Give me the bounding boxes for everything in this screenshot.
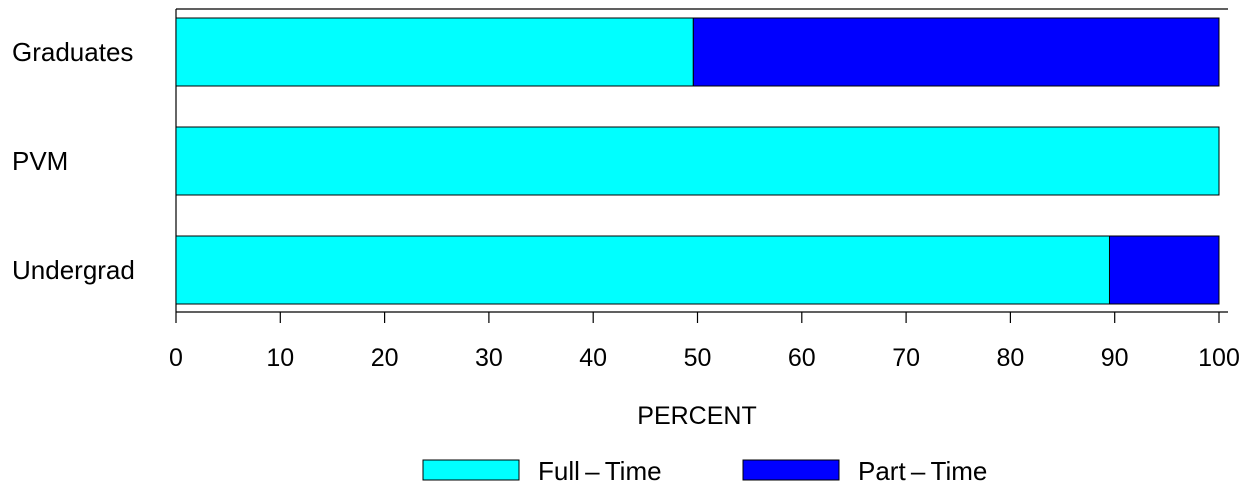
x-tick-label: 40 bbox=[579, 344, 607, 372]
x-tick-label: 30 bbox=[475, 344, 503, 372]
x-tick-label: 20 bbox=[371, 344, 399, 372]
legend-swatch bbox=[742, 459, 840, 481]
bar-graduates-series-2 bbox=[692, 17, 1220, 87]
x-axis-title: PERCENT bbox=[637, 402, 756, 430]
legend-label: Full – Time bbox=[538, 456, 662, 486]
bar-graduates-series-1 bbox=[175, 17, 694, 87]
category-label: Undergrad bbox=[12, 255, 135, 285]
x-tick-label: 100 bbox=[1198, 344, 1240, 372]
bar-pvm-series-1 bbox=[175, 126, 1220, 196]
x-tick-label: 0 bbox=[169, 344, 183, 372]
x-tick-label: 60 bbox=[788, 344, 816, 372]
category-label: PVM bbox=[12, 146, 68, 176]
category-label: Graduates bbox=[12, 37, 133, 67]
legend-swatch bbox=[422, 459, 520, 481]
x-tick-label: 90 bbox=[1101, 344, 1129, 372]
x-tick-label: 70 bbox=[892, 344, 920, 372]
bar-undergrad-series-1 bbox=[175, 235, 1110, 305]
x-tick-label: 10 bbox=[266, 344, 294, 372]
x-tick-label: 80 bbox=[996, 344, 1024, 372]
bar-undergrad-series-2 bbox=[1108, 235, 1220, 305]
legend-label: Part – Time bbox=[858, 456, 987, 486]
x-tick-label: 50 bbox=[684, 344, 712, 372]
